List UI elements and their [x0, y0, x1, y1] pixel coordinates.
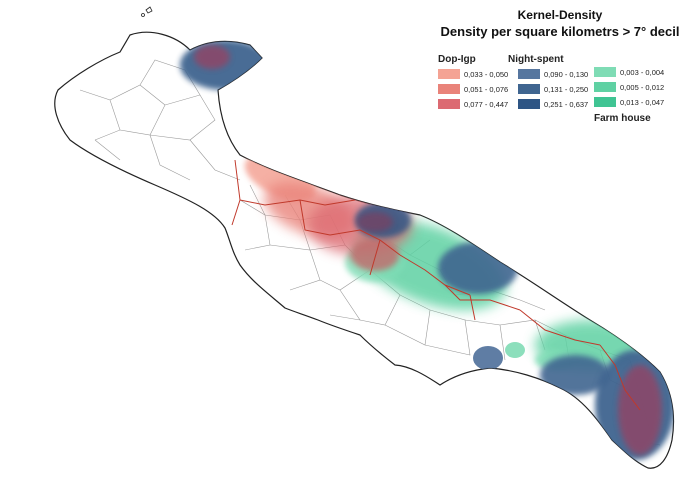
legend-group-farm-house-title: Farm house: [594, 113, 651, 124]
legend-swatch: [594, 67, 616, 77]
legend-item: 0,033 - 0,050: [438, 68, 508, 80]
legend-label: 0,013 - 0,047: [620, 97, 665, 107]
legend-item: 0,090 - 0,130: [518, 68, 588, 80]
legend-group-dop-igp-title: Dop-Igp: [438, 54, 476, 65]
legend-swatch: [518, 84, 540, 94]
road-network: [231, 159, 641, 411]
legend-item: 0,051 - 0,076: [438, 83, 508, 95]
legend-label: 0,005 - 0,012: [620, 82, 665, 92]
legend-label: 0,051 - 0,076: [464, 84, 509, 94]
legend-item: 0,005 - 0,012: [594, 81, 664, 93]
legend-group-night-spent-title: Night-spent: [508, 54, 564, 65]
legend-label: 0,003 - 0,004: [620, 67, 665, 77]
legend-item: 0,077 - 0,447: [438, 98, 508, 110]
legend-item: 0,003 - 0,004: [594, 66, 664, 78]
legend-swatch: [518, 69, 540, 79]
legend-swatch: [518, 99, 540, 109]
legend-swatch: [438, 69, 460, 79]
legend-item: 0,013 - 0,047: [594, 96, 664, 108]
legend-item: 0,251 - 0,637: [518, 98, 588, 110]
legend-swatch: [594, 82, 616, 92]
legend-header: Kernel-Density Density per square kilome…: [430, 8, 690, 39]
legend-swatch: [594, 97, 616, 107]
legend-item: 0,131 - 0,250: [518, 83, 588, 95]
legend-subtitle: Density per square kilometrs > 7° decil: [440, 24, 680, 39]
legend-title: Kernel-Density: [517, 8, 603, 22]
legend-swatch: [438, 99, 460, 109]
legend-label: 0,077 - 0,447: [464, 99, 509, 109]
density-layer: [180, 40, 674, 460]
legend-label: 0,033 - 0,050: [464, 69, 509, 79]
legend-label: 0,131 - 0,250: [544, 84, 589, 94]
legend-swatch: [438, 84, 460, 94]
islands: [141, 6, 153, 17]
legend-label: 0,090 - 0,130: [544, 69, 589, 79]
legend-label: 0,251 - 0,637: [544, 99, 589, 109]
